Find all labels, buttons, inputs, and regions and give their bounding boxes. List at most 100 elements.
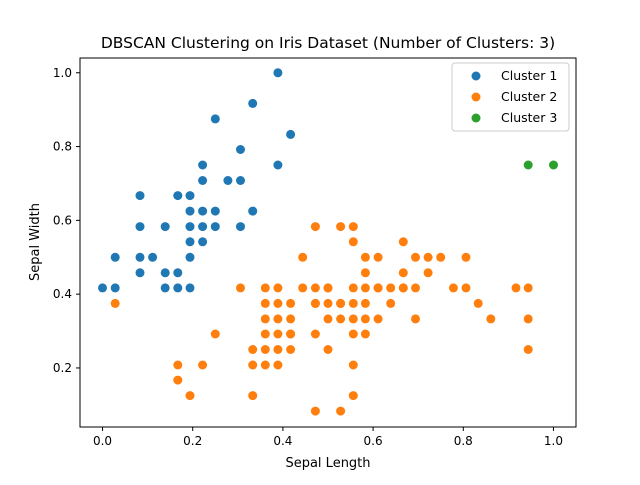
cluster-2-point <box>336 314 346 324</box>
cluster-2-point <box>323 345 333 354</box>
cluster-1-point <box>223 176 233 185</box>
cluster-2-point <box>260 345 270 354</box>
cluster-2-point <box>310 298 320 308</box>
cluster-1-point <box>135 268 145 278</box>
cluster-2-point <box>523 283 533 293</box>
axes-frame <box>79 57 577 428</box>
cluster-2-point <box>423 252 433 262</box>
cluster-2-point <box>336 406 346 416</box>
cluster-2-point <box>398 237 408 247</box>
cluster-2-point <box>360 283 370 293</box>
x-axis-label: Sepal Length <box>285 456 370 471</box>
cluster-1-point <box>98 283 107 293</box>
cluster-2-point <box>310 329 320 339</box>
cluster-1-point <box>185 252 195 262</box>
cluster-2-point <box>348 237 358 247</box>
cluster-1-point <box>160 283 170 293</box>
cluster-1-point <box>273 160 283 170</box>
cluster-2-point <box>348 314 358 324</box>
cluster-2-point <box>273 360 283 370</box>
cluster-2-point <box>348 360 358 370</box>
cluster-2-point <box>236 283 245 293</box>
cluster-2-point <box>298 252 308 262</box>
cluster-1-point <box>185 222 195 232</box>
cluster-1-point <box>198 237 208 247</box>
cluster-2-point <box>436 252 446 262</box>
cluster-2-point <box>298 283 308 293</box>
cluster-2-point <box>248 345 258 354</box>
legend: Cluster 1 Cluster 2 Cluster 3 <box>451 62 570 132</box>
cluster-1-point <box>236 145 245 154</box>
x-axis-ticks: 0.0 0.2 0.4 0.6 0.8 1.0 <box>93 427 563 448</box>
cluster-3-point <box>549 160 558 170</box>
cluster-1-point <box>135 191 145 201</box>
cluster-1-point <box>248 206 258 216</box>
cluster-2-point <box>461 252 471 262</box>
cluster-1-point <box>236 176 245 185</box>
cluster-1-point <box>185 206 195 216</box>
cluster-1-point <box>135 222 145 232</box>
legend-marker-cluster-3 <box>471 113 481 123</box>
cluster-1-point <box>198 176 208 185</box>
legend-label-cluster-2: Cluster 2 <box>501 89 557 104</box>
cluster-1-point <box>248 98 258 108</box>
cluster-2-point <box>523 314 533 324</box>
cluster-2-point <box>511 283 521 293</box>
cluster-2-point <box>423 268 433 278</box>
cluster-1-point <box>173 191 183 201</box>
cluster-2-point <box>173 375 183 385</box>
cluster-2-point <box>273 283 283 293</box>
cluster-1-point <box>173 283 183 293</box>
y-axis-ticks: 0.2 0.4 0.6 0.8 1.0 <box>53 66 80 375</box>
cluster-1-point <box>185 237 195 247</box>
cluster-2-point <box>360 329 370 339</box>
cluster-1-point <box>210 206 220 216</box>
cluster-2-point <box>286 329 296 339</box>
cluster-1-point <box>273 68 283 78</box>
cluster-2-point <box>523 345 533 354</box>
cluster-1-point <box>198 206 208 216</box>
cluster-2-point <box>348 222 358 232</box>
cluster-2-point <box>348 283 358 293</box>
cluster-1-point <box>160 222 170 232</box>
cluster-2-point <box>260 283 270 293</box>
cluster-2-point <box>310 283 320 293</box>
x-tick-label: 0.0 <box>93 434 112 448</box>
cluster-1-point <box>135 252 145 262</box>
y-tick-label: 0.2 <box>53 361 72 375</box>
cluster-1-point <box>110 252 120 262</box>
cluster-1-point <box>210 222 220 232</box>
cluster-2-point <box>411 314 420 324</box>
cluster-1-point <box>110 283 120 293</box>
cluster-1-point <box>185 283 195 293</box>
cluster-2-point <box>273 314 283 324</box>
cluster-2-point <box>336 222 346 232</box>
cluster-2-point <box>286 314 296 324</box>
cluster-1-point <box>236 222 245 232</box>
cluster-3-point <box>523 160 533 170</box>
y-tick-label: 0.6 <box>53 213 72 227</box>
cluster-2-point <box>398 268 408 278</box>
cluster-2-point <box>260 329 270 339</box>
cluster-2-point <box>398 283 408 293</box>
cluster-2-point <box>110 298 120 308</box>
cluster-2-point <box>386 283 396 293</box>
cluster-1-point <box>148 252 158 262</box>
cluster-2-point <box>360 298 370 308</box>
x-tick-label: 0.4 <box>273 434 292 448</box>
cluster-2-point <box>348 298 358 308</box>
cluster-2-point <box>473 298 483 308</box>
cluster-2-point <box>185 391 195 401</box>
x-tick-label: 0.8 <box>454 434 473 448</box>
cluster-2-point <box>248 360 258 370</box>
cluster-2-point <box>310 222 320 232</box>
cluster-2-point <box>173 360 183 370</box>
cluster-1-point <box>173 268 183 278</box>
cluster-2-point <box>286 345 296 354</box>
cluster-2-point <box>360 252 370 262</box>
cluster-2-point <box>310 406 320 416</box>
cluster-1-point <box>198 222 208 232</box>
cluster-2-point <box>448 283 458 293</box>
cluster-2-point <box>373 283 383 293</box>
